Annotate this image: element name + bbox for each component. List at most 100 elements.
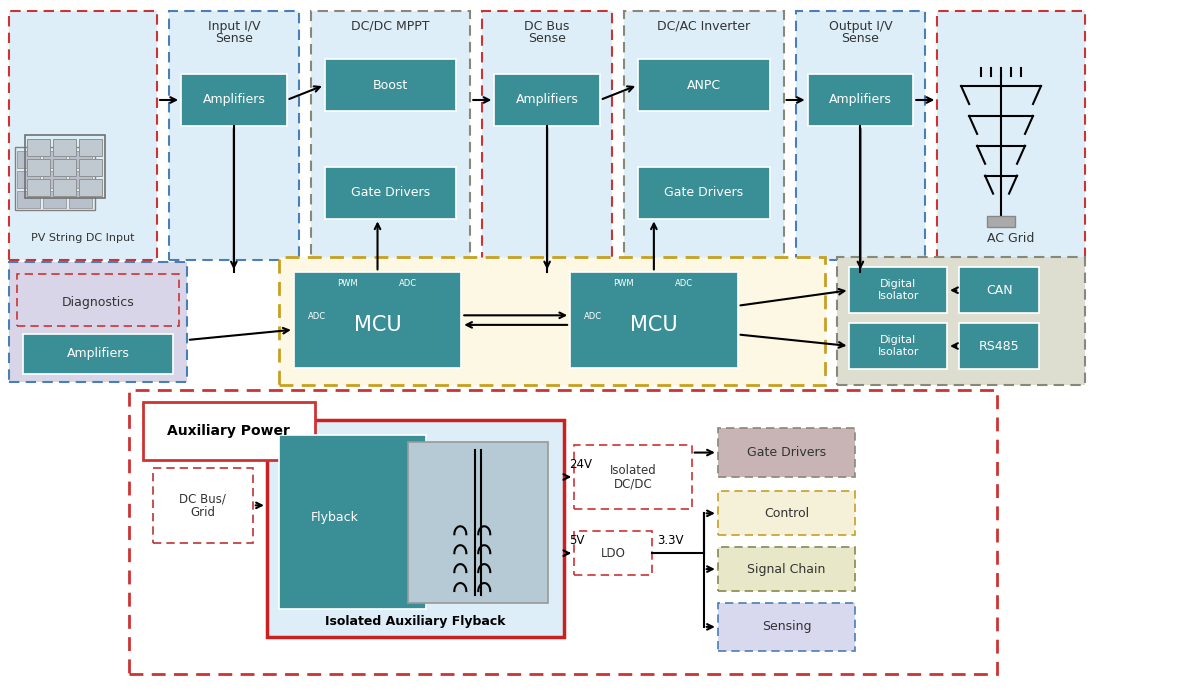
Bar (17, 171, 41, 188)
Bar (624, 11, 784, 260)
Bar (79, 139, 102, 156)
Text: Sense: Sense (215, 32, 253, 45)
Text: ADC: ADC (398, 279, 416, 288)
Bar (311, 11, 470, 260)
Text: ADC: ADC (307, 311, 326, 320)
Text: Input I/V: Input I/V (208, 20, 260, 33)
Text: Control: Control (764, 507, 809, 520)
Bar (28, 158, 50, 176)
Text: PWM: PWM (337, 279, 358, 288)
Bar (574, 531, 652, 575)
Bar (154, 468, 253, 543)
Bar (266, 420, 564, 637)
Bar (278, 257, 826, 385)
Bar (70, 190, 92, 208)
Bar (28, 179, 50, 196)
Bar (53, 139, 77, 156)
Text: Gate Drivers: Gate Drivers (350, 186, 430, 199)
Bar (130, 390, 997, 674)
Bar (17, 274, 179, 326)
Bar (10, 11, 157, 260)
Bar (838, 257, 1085, 385)
Bar (28, 139, 50, 156)
Bar (718, 491, 856, 535)
Text: 5V: 5V (569, 534, 584, 547)
Bar (325, 167, 456, 219)
Bar (638, 59, 769, 111)
Bar (70, 171, 92, 188)
Bar (325, 59, 456, 111)
Bar (959, 323, 1039, 369)
Bar (570, 272, 738, 368)
Text: Signal Chain: Signal Chain (748, 563, 826, 576)
Bar (988, 215, 1015, 228)
Bar (79, 158, 102, 176)
Bar (17, 190, 41, 208)
Text: Output I/V: Output I/V (828, 20, 893, 33)
Text: Grid: Grid (191, 506, 216, 519)
Text: CAN: CAN (985, 284, 1013, 297)
Bar (53, 158, 77, 176)
Text: Isolated Auxiliary Flyback: Isolated Auxiliary Flyback (325, 615, 505, 628)
Text: AC Grid: AC Grid (988, 232, 1034, 245)
Text: DC/DC MPPT: DC/DC MPPT (352, 20, 430, 33)
Bar (53, 179, 77, 196)
Text: DC/AC Inverter: DC/AC Inverter (658, 20, 750, 33)
Text: Diagnostics: Diagnostics (61, 295, 134, 309)
Bar (718, 428, 856, 477)
Text: Digital
Isolator: Digital Isolator (877, 280, 919, 301)
Text: Sense: Sense (841, 32, 880, 45)
Text: LDO: LDO (600, 547, 625, 560)
Bar (43, 151, 66, 167)
Bar (17, 151, 41, 167)
Bar (850, 267, 947, 313)
Text: ANPC: ANPC (686, 79, 721, 91)
Bar (808, 74, 913, 126)
Text: PWM: PWM (613, 279, 634, 288)
Text: Amplifiers: Amplifiers (516, 93, 578, 107)
Text: Amplifiers: Amplifiers (67, 347, 130, 361)
Bar (494, 74, 600, 126)
Text: Sensing: Sensing (762, 620, 811, 633)
Bar (959, 267, 1039, 313)
Text: Isolated: Isolated (610, 464, 656, 477)
Text: PV String DC Input: PV String DC Input (31, 233, 134, 244)
Text: MCU: MCU (630, 315, 678, 335)
Bar (278, 435, 426, 609)
Bar (574, 444, 691, 509)
Text: DC Bus: DC Bus (524, 20, 570, 33)
Text: 24V: 24V (569, 458, 592, 471)
Bar (10, 262, 187, 382)
Bar (796, 11, 925, 260)
Bar (850, 323, 947, 369)
Text: 3.3V: 3.3V (656, 534, 683, 547)
Text: Boost: Boost (373, 79, 408, 91)
Bar (718, 547, 856, 591)
Text: RS485: RS485 (979, 340, 1019, 352)
Bar (23, 334, 173, 374)
Bar (70, 151, 92, 167)
Bar (79, 179, 102, 196)
Text: MCU: MCU (354, 315, 401, 335)
Text: ADC: ADC (584, 311, 602, 320)
Bar (25, 135, 106, 198)
Text: Amplifiers: Amplifiers (829, 93, 892, 107)
Bar (408, 441, 548, 603)
Bar (43, 190, 66, 208)
Text: Gate Drivers: Gate Drivers (748, 446, 826, 459)
Text: Digital
Isolator: Digital Isolator (877, 335, 919, 357)
Text: DC Bus/: DC Bus/ (180, 493, 227, 506)
Text: Flyback: Flyback (311, 511, 359, 525)
Bar (482, 11, 612, 260)
Bar (638, 167, 769, 219)
Bar (16, 147, 95, 210)
Bar (718, 603, 856, 650)
Text: Sense: Sense (528, 32, 566, 45)
Bar (169, 11, 299, 260)
Bar (43, 171, 66, 188)
Text: Gate Drivers: Gate Drivers (664, 186, 743, 199)
Bar (294, 272, 461, 368)
Bar (937, 11, 1085, 260)
Bar (181, 74, 287, 126)
Bar (143, 402, 314, 459)
